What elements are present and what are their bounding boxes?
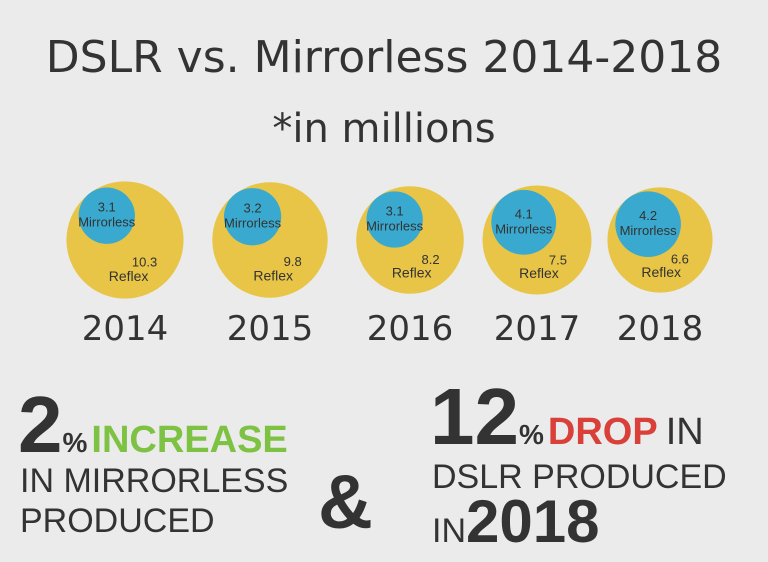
callout-text: IN <box>666 411 704 453</box>
callout-line: DSLR PRODUCED <box>432 458 727 496</box>
series-label: Reflex <box>641 264 681 280</box>
left-callout: 2% INCREASE <box>18 380 288 469</box>
inner-bubble <box>615 191 681 257</box>
series-label: Mirrorless <box>620 223 678 238</box>
value-label: 4.2 <box>639 208 657 223</box>
inner-bubble <box>366 191 423 248</box>
callout-text: IN <box>432 512 466 550</box>
series-label: Mirrorless <box>78 215 136 230</box>
callout-highlight: DROP <box>548 411 658 453</box>
ampersand: & <box>318 460 373 545</box>
value-label: 9.8 <box>284 254 302 269</box>
inner-bubble <box>78 187 135 244</box>
series-label: Mirrorless <box>224 216 282 231</box>
value-label: 10.3 <box>132 254 157 269</box>
series-label: Mirrorless <box>495 221 553 236</box>
series-label: Reflex <box>109 268 149 284</box>
value-label: 8.2 <box>422 252 440 267</box>
callout-line: PRODUCED <box>20 502 215 540</box>
value-label: 3.1 <box>98 200 116 215</box>
value-label: 3.1 <box>386 204 404 219</box>
callout-highlight: INCREASE <box>91 419 287 461</box>
inner-bubble <box>223 188 282 246</box>
series-label: Reflex <box>392 265 432 281</box>
inner-bubble <box>491 189 557 255</box>
callout-number: 12 <box>430 372 519 461</box>
value-label: 3.2 <box>244 201 262 216</box>
value-label: 6.6 <box>671 252 689 267</box>
callout-year: 2018 <box>466 488 599 555</box>
right-callout: 12% DROP IN <box>430 372 704 461</box>
title: DSLR vs. Mirrorless 2014-2018 <box>46 32 722 83</box>
series-label: Reflex <box>519 265 559 281</box>
value-label: 7.5 <box>549 253 567 268</box>
year-label: 2016 <box>367 309 454 349</box>
callout-line: IN2018 <box>432 488 599 555</box>
series-label: Mirrorless <box>366 219 424 234</box>
series-label: Reflex <box>253 267 293 283</box>
year-label: 2017 <box>494 309 581 349</box>
callout-number: 2 <box>18 380 63 469</box>
value-label: 4.1 <box>515 206 533 221</box>
subtitle: *in millions <box>272 106 495 152</box>
callout-unit: % <box>519 419 544 450</box>
year-label: 2014 <box>82 309 169 349</box>
callout-unit: % <box>63 427 88 458</box>
year-label: 2015 <box>227 309 314 349</box>
year-label: 2018 <box>617 309 704 349</box>
callout-line: IN MIRRORLESS <box>20 462 288 500</box>
